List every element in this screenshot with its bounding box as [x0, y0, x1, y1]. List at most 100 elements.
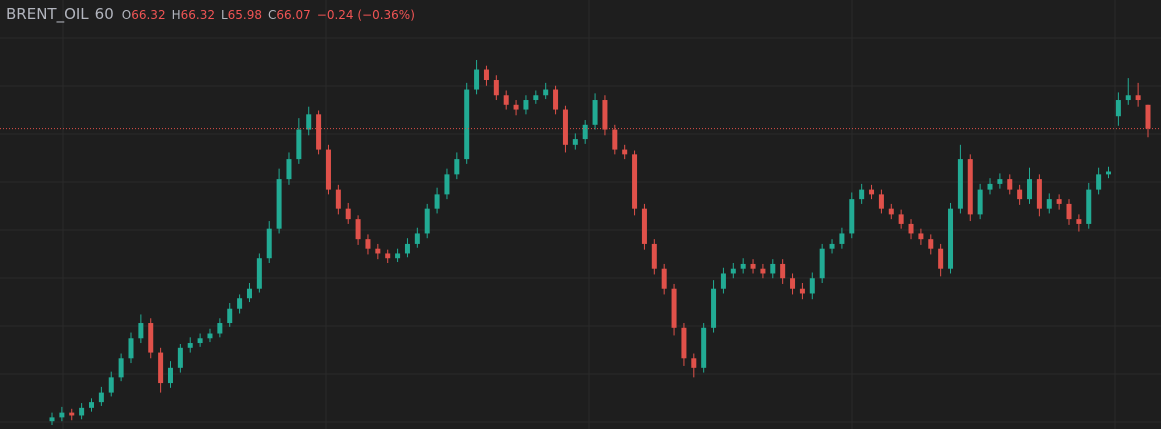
candle-body [1007, 179, 1013, 190]
candle-body [809, 278, 815, 294]
candle-body [306, 114, 312, 130]
candle-body [651, 243, 657, 269]
candle-body [740, 263, 746, 269]
candle-body [671, 288, 677, 328]
candle-body [138, 323, 144, 339]
candle-body [128, 338, 134, 359]
candle-body [641, 208, 647, 244]
candle-body [523, 100, 529, 110]
candle-body [335, 189, 341, 209]
candle-body [158, 352, 164, 384]
candle-body [799, 288, 805, 294]
candle-body [1027, 179, 1033, 200]
candle-body [849, 199, 855, 234]
close-value: 66.07 [276, 8, 311, 22]
candle-body [987, 183, 993, 190]
candle-body [414, 233, 420, 244]
candle-body [681, 327, 687, 359]
candle-body [227, 308, 233, 324]
candle-body [118, 358, 124, 378]
candle-body [661, 268, 667, 289]
candle-body [88, 402, 94, 408]
candle-body [592, 100, 598, 125]
candle-body [829, 243, 835, 249]
interval: 60 [94, 5, 114, 23]
candle-body [355, 219, 361, 240]
candle-body [997, 179, 1003, 184]
candle-body [632, 154, 638, 209]
candle-body [59, 412, 65, 418]
candle-body [385, 253, 391, 259]
candle-body [553, 89, 559, 110]
candle-body [869, 189, 875, 195]
candle-body [928, 239, 934, 249]
change: −0.24 (−0.36%) [316, 8, 415, 22]
candle-body [266, 228, 272, 259]
candle-body [711, 288, 717, 328]
candle-body [533, 95, 539, 101]
candle-body [444, 174, 450, 195]
candle-body [888, 208, 894, 215]
high-value: 66.32 [180, 8, 215, 22]
candle-body [276, 179, 282, 229]
candle-body [246, 288, 252, 299]
candle-body [1115, 100, 1121, 117]
candle-body [967, 159, 973, 215]
candle-body [918, 233, 924, 240]
candle-body [819, 248, 825, 279]
candle-body [286, 159, 292, 180]
high-label: H [171, 8, 181, 22]
candle-body [197, 338, 203, 344]
candle-body [148, 323, 154, 353]
candle-body [237, 298, 243, 309]
candle-body [296, 129, 302, 160]
candle-body [454, 159, 460, 175]
candle-body [207, 333, 213, 339]
candle-body [720, 273, 726, 289]
candle-body [69, 412, 75, 416]
candle-body [1135, 95, 1141, 101]
candle-body [345, 208, 351, 220]
candle-body [730, 268, 736, 274]
candle-body [543, 89, 549, 96]
candle-body [177, 347, 183, 368]
candle-body [1056, 199, 1062, 204]
candle-body [404, 243, 410, 254]
candle-body [424, 208, 430, 234]
candle-body [622, 149, 628, 155]
candle-body [582, 124, 588, 140]
candle-body [464, 89, 470, 160]
candle-body [1086, 189, 1092, 224]
candle-body [365, 239, 371, 249]
candle-body [187, 343, 193, 348]
candle-body [1096, 174, 1102, 190]
candle-body [108, 377, 114, 393]
candle-body [750, 263, 756, 269]
candle-body [316, 114, 322, 150]
candle-body [780, 263, 786, 279]
candle-body [79, 407, 85, 416]
candle-body [957, 159, 963, 209]
candle-body [1036, 179, 1042, 209]
candle-body [98, 392, 104, 403]
candle-body [1145, 104, 1151, 129]
symbol: BRENT_OIL [6, 5, 89, 23]
close-label: C [268, 8, 277, 22]
candle-body [612, 129, 618, 150]
candle-body [878, 194, 884, 209]
candle-body [908, 223, 914, 234]
candle-body [572, 139, 578, 145]
candle-body [602, 100, 608, 130]
candle-body [839, 233, 845, 244]
candle-body [898, 214, 904, 224]
candle-body [1017, 189, 1023, 200]
low-value: 65.98 [227, 8, 263, 22]
legend: BRENT_OIL 60 O66.32 H66.32 L65.98 C66.07 −0.24… [6, 5, 421, 23]
candle-body [1125, 95, 1131, 101]
candle-body [1066, 203, 1072, 220]
candle-body [395, 253, 401, 259]
candle-body [1046, 199, 1052, 209]
candle-body [770, 263, 776, 274]
